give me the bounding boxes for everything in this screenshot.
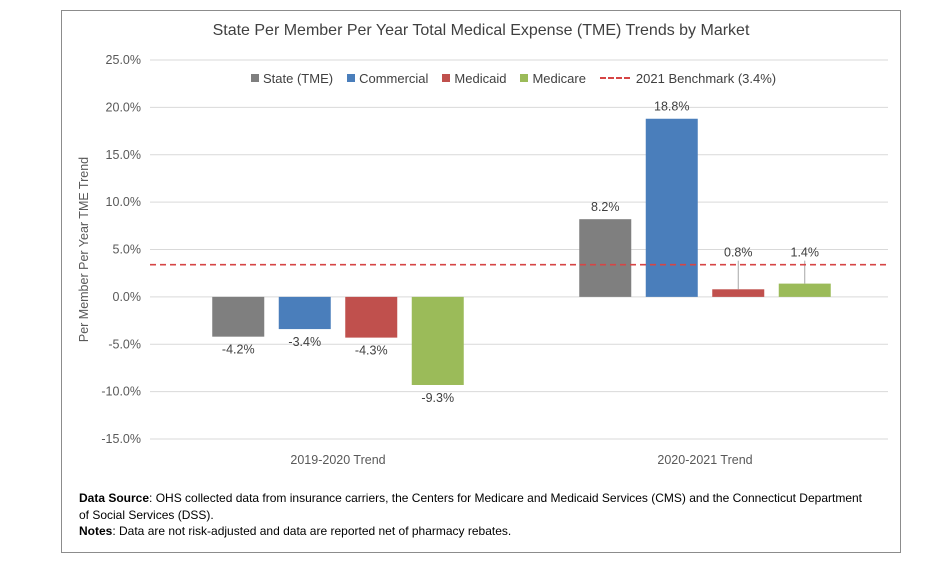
data-label: 1.4%: [791, 246, 820, 260]
legend-swatch-state: [251, 74, 259, 82]
bar-medicaid-0: [345, 296, 398, 338]
y-tick-label: -10.0%: [101, 385, 141, 399]
y-tick-label: -15.0%: [101, 432, 141, 446]
footnotes: Data Source: OHS collected data from ins…: [79, 490, 869, 540]
y-tick-label: -5.0%: [108, 337, 141, 351]
y-tick-label: 10.0%: [106, 195, 141, 209]
legend-swatch-commercial: [347, 74, 356, 82]
legend-item-benchmark: 2021 Benchmark (3.4%): [599, 70, 777, 86]
notes-text: : Data are not risk-adjusted and data ar…: [112, 524, 512, 538]
bar-state-tme--0: [212, 296, 265, 337]
legend-label-medicaid: Medicaid: [454, 70, 507, 86]
legend-swatch-medicare: [520, 74, 529, 82]
x-category-label: 2019-2020 Trend: [290, 453, 385, 467]
y-tick-label: 0.0%: [113, 290, 142, 304]
legend-item-medicaid: Medicaid: [442, 71, 506, 86]
legend-dash-benchmark: [599, 77, 630, 79]
data-source-note: Data Source: OHS collected data from ins…: [79, 490, 869, 523]
y-tick-label: 20.0%: [106, 100, 141, 114]
bar-medicare-1: [778, 283, 831, 297]
legend-item-medicare: Medicare: [520, 70, 586, 86]
legend-swatch-medicaid: [442, 74, 451, 82]
legend-label-benchmark: 2021 Benchmark (3.4%): [635, 70, 777, 86]
y-axis-label: Per Member Per Year TME Trend: [77, 157, 91, 342]
data-label: 18.8%: [654, 100, 689, 114]
data-source-text: : OHS collected data from insurance carr…: [79, 491, 863, 522]
bar-medicare-0: [411, 296, 464, 385]
chart-title: State Per Member Per Year Total Medical …: [212, 22, 750, 39]
data-label: -4.3%: [355, 344, 388, 358]
x-category-label: 2020-2021 Trend: [657, 453, 752, 467]
y-tick-label: 25.0%: [106, 53, 141, 67]
bar-medicaid-1: [712, 289, 765, 297]
data-source-label: Data Source: [79, 491, 150, 505]
legend-label-commercial: Commercial: [359, 70, 429, 86]
legend-item-state: State (TME): [251, 71, 333, 86]
data-label: -4.2%: [222, 343, 255, 357]
notes-note: Notes: Data are not risk-adjusted and da…: [79, 523, 869, 540]
data-label: 8.2%: [591, 200, 620, 214]
notes-label: Notes: [79, 524, 113, 538]
bar-commercial-0: [278, 296, 331, 330]
chart-frame: [61, 10, 901, 553]
y-tick-label: 15.0%: [106, 148, 141, 162]
legend-label-medicare: Medicare: [532, 70, 586, 86]
y-tick-label: 5.0%: [113, 243, 142, 257]
data-label: 0.8%: [724, 246, 753, 260]
bar-state-tme--1: [579, 219, 632, 297]
legend-label-state: State (TME): [263, 70, 334, 86]
data-label: -9.3%: [421, 391, 454, 405]
legend-item-commercial: Commercial: [347, 71, 428, 86]
data-label: -3.4%: [288, 335, 321, 349]
legend: State (TME) Commercial Medicaid Medicare…: [251, 70, 790, 86]
bar-commercial-1: [645, 118, 698, 297]
